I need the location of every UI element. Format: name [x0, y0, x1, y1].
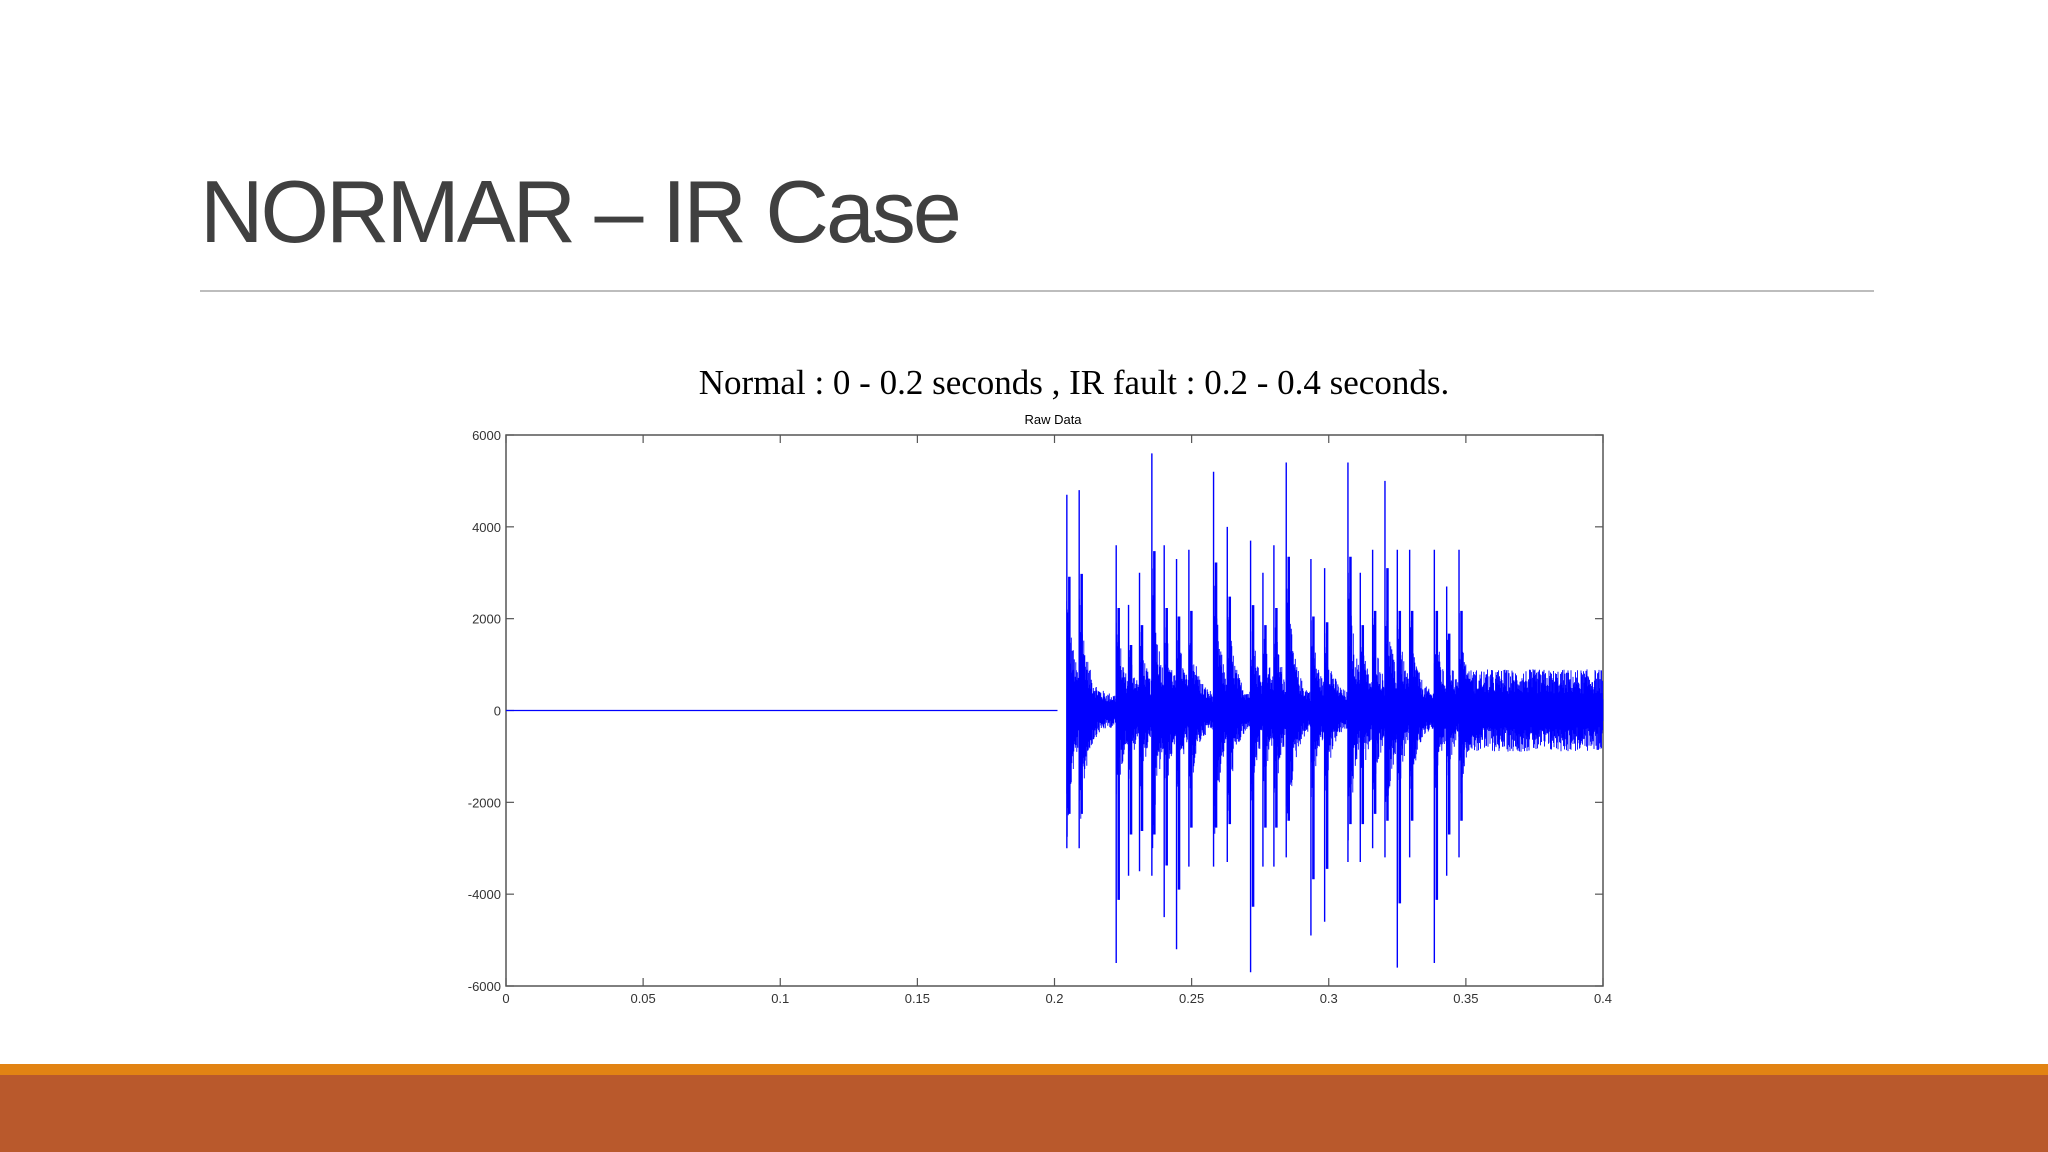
svg-text:0.35: 0.35: [1453, 991, 1478, 1006]
footer-accent-stripe: [0, 1064, 2048, 1075]
svg-text:-2000: -2000: [468, 795, 501, 810]
svg-text:0.1: 0.1: [771, 991, 789, 1006]
svg-text:6000: 6000: [472, 428, 501, 443]
svg-text:0.3: 0.3: [1320, 991, 1338, 1006]
chart-title: Raw Data: [1024, 412, 1082, 427]
svg-text:0.25: 0.25: [1179, 991, 1204, 1006]
slide-subtitle: Normal : 0 - 0.2 seconds , IR fault : 0.…: [698, 363, 1450, 402]
axis-ticks: [505, 434, 1604, 987]
svg-text:2000: 2000: [472, 612, 501, 627]
slide-title: NORMAR – IR Case: [200, 162, 962, 261]
svg-text:0.4: 0.4: [1594, 991, 1612, 1006]
footer-band: [0, 1075, 2048, 1152]
svg-text:-6000: -6000: [468, 979, 501, 994]
svg-text:0: 0: [502, 991, 509, 1006]
svg-text:0: 0: [494, 704, 501, 719]
title-divider: [200, 290, 1874, 292]
x-axis-tick-labels: 0 0.05 0.1 0.15 0.2 0.25 0.3 0.35 0.4: [502, 991, 1612, 1006]
svg-text:4000: 4000: [472, 520, 501, 535]
svg-text:0.05: 0.05: [630, 991, 655, 1006]
signal-trace: [506, 453, 1604, 973]
y-axis-tick-labels: 6000 4000 2000 0 -2000 -4000 -6000: [468, 428, 501, 994]
svg-text:-4000: -4000: [468, 887, 501, 902]
svg-text:0.2: 0.2: [1045, 991, 1063, 1006]
svg-text:0.15: 0.15: [905, 991, 930, 1006]
